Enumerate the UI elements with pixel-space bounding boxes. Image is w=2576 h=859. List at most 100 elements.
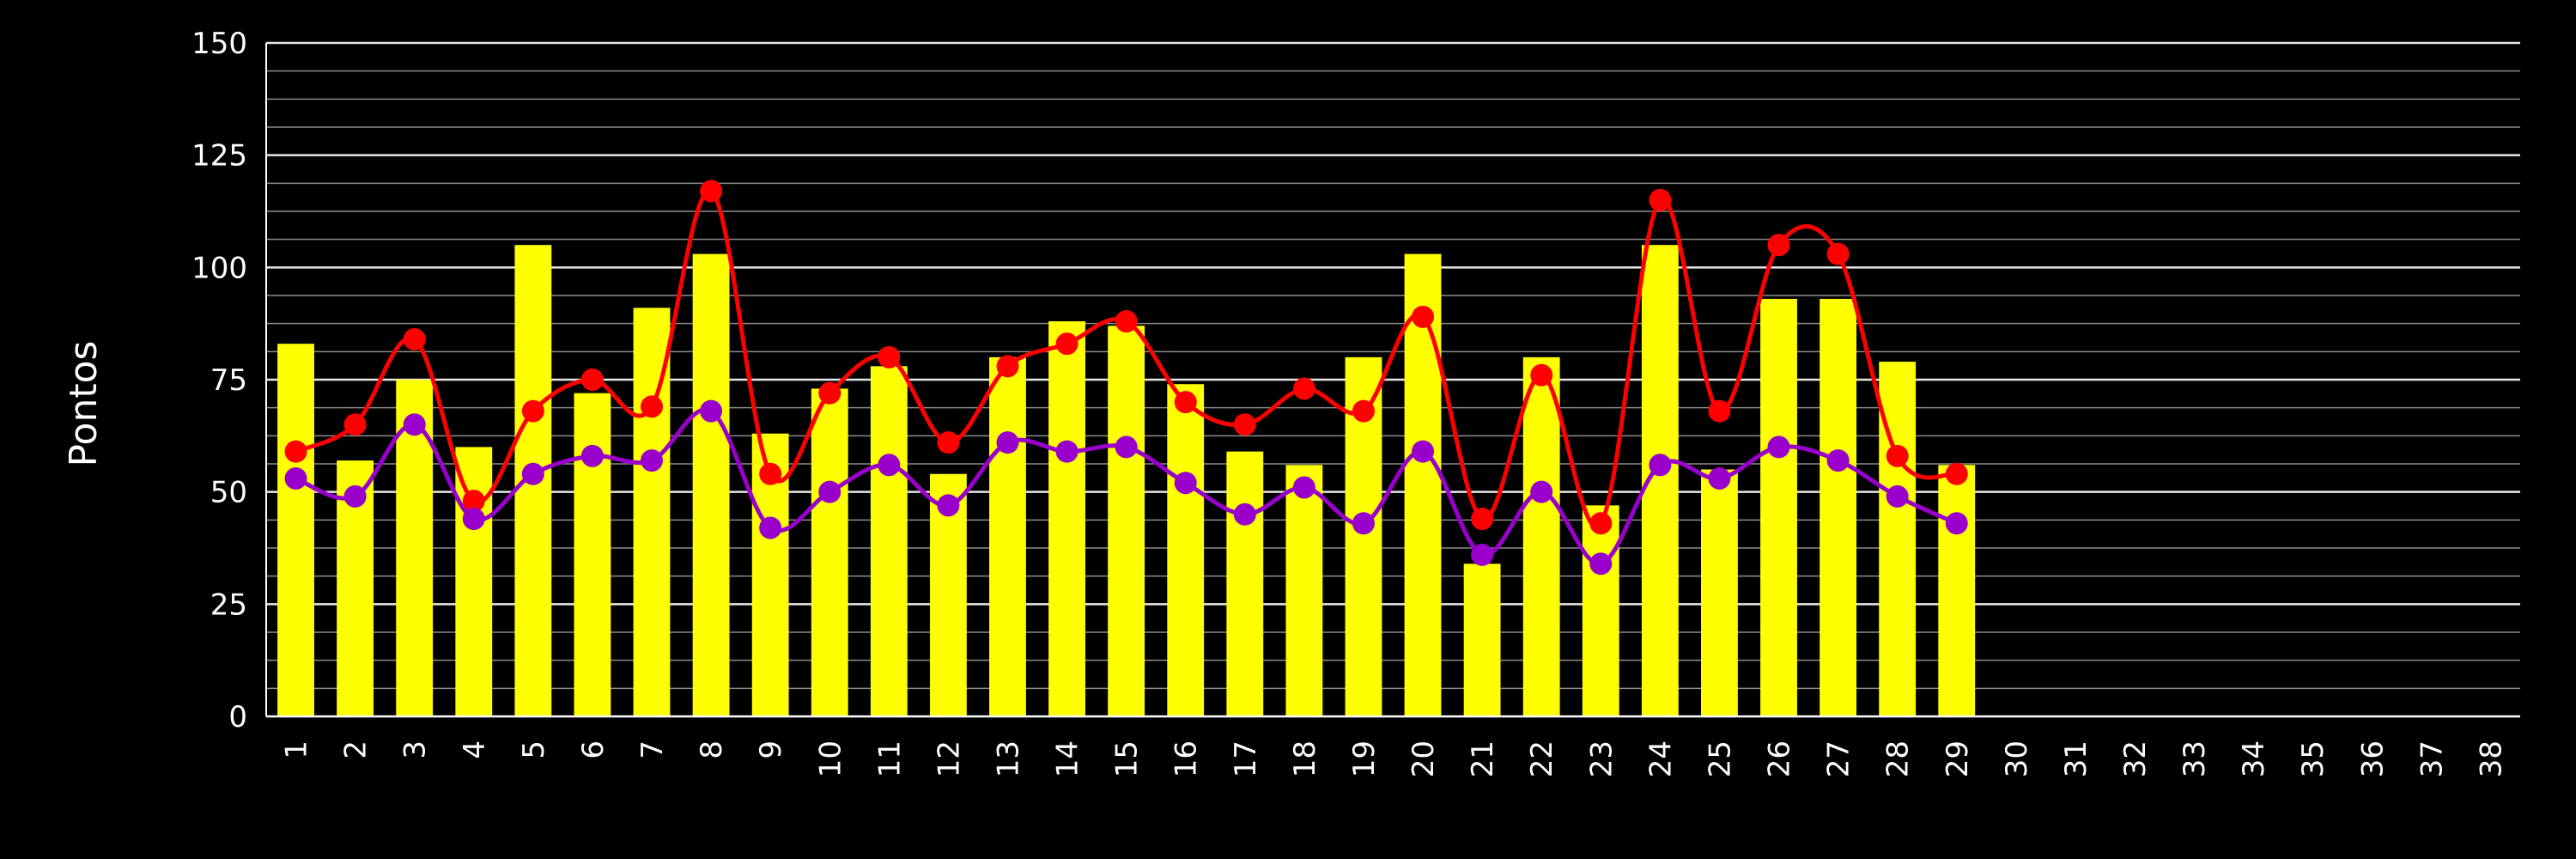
- bar: [1463, 564, 1501, 716]
- data-point: [1708, 399, 1731, 423]
- data-point: [580, 369, 604, 391]
- data-point: [462, 490, 485, 513]
- x-tick-label: 16: [1170, 740, 1204, 777]
- data-point: [641, 449, 664, 472]
- data-point: [818, 381, 841, 405]
- data-point: [1530, 480, 1553, 503]
- y-tick-label: 25: [210, 588, 247, 622]
- data-point: [1767, 436, 1790, 459]
- data-point: [878, 345, 901, 369]
- data-point: [1412, 440, 1435, 463]
- y-tick-label: 100: [191, 251, 247, 285]
- data-point: [1352, 512, 1375, 535]
- x-tick-label: 34: [2237, 740, 2271, 777]
- data-point: [403, 327, 426, 350]
- data-point: [1352, 399, 1375, 423]
- data-point: [1945, 512, 1968, 535]
- bar: [692, 253, 730, 716]
- bar-series: [277, 245, 1976, 716]
- x-tick-label: 13: [991, 740, 1025, 777]
- x-tick-label: 30: [2000, 740, 2034, 777]
- x-tick-label: 5: [517, 740, 551, 759]
- data-point: [1945, 462, 1968, 485]
- x-tick-label: 14: [1051, 740, 1085, 777]
- data-point: [1649, 188, 1672, 211]
- data-point: [996, 355, 1019, 378]
- data-point: [641, 395, 664, 418]
- data-point: [1055, 332, 1078, 356]
- data-point: [878, 454, 901, 477]
- bar: [1938, 465, 1976, 716]
- x-tick-label: 8: [695, 740, 729, 759]
- data-point: [1115, 310, 1138, 333]
- x-tick-label: 10: [813, 740, 848, 777]
- x-tick-label: 31: [2059, 740, 2093, 777]
- bar: [1404, 253, 1442, 716]
- data-point: [284, 440, 307, 463]
- x-tick-label: 4: [458, 740, 492, 759]
- data-point: [284, 466, 307, 490]
- x-tick-label: 26: [1763, 740, 1797, 777]
- bar: [1285, 465, 1323, 716]
- bar: [574, 393, 611, 716]
- bar: [1048, 321, 1085, 716]
- bar: [1582, 505, 1619, 716]
- x-tick-label: 27: [1822, 740, 1856, 777]
- data-point: [937, 494, 960, 517]
- data-point: [343, 413, 367, 436]
- x-tick-label: 33: [2178, 740, 2212, 777]
- x-tick-label: 37: [2415, 740, 2449, 777]
- data-point: [1826, 449, 1850, 472]
- x-tick-label: 3: [398, 740, 433, 759]
- data-point: [1530, 363, 1553, 387]
- x-tick-label: 12: [932, 740, 966, 777]
- data-point: [1649, 454, 1672, 477]
- x-tick-label: 7: [635, 740, 670, 759]
- x-tick-label: 25: [1703, 740, 1737, 777]
- data-point: [1174, 391, 1197, 414]
- x-tick-label: 17: [1229, 740, 1263, 777]
- bar: [1167, 384, 1205, 716]
- x-tick-label: 9: [754, 740, 788, 759]
- data-point: [1115, 436, 1138, 459]
- x-tick-label: 22: [1525, 740, 1559, 777]
- data-point: [580, 444, 604, 467]
- x-tick-label: 29: [1941, 740, 1975, 777]
- y-tick-label: 75: [210, 363, 247, 398]
- x-tick-label: 32: [2118, 740, 2153, 777]
- data-point: [700, 399, 723, 423]
- x-tick-label: 11: [872, 740, 907, 777]
- x-tick-label: 20: [1406, 740, 1441, 777]
- data-point: [1886, 484, 1909, 508]
- data-point: [759, 516, 782, 539]
- x-tick-label: 19: [1347, 740, 1382, 777]
- data-point: [1174, 472, 1197, 495]
- bar: [1760, 298, 1797, 716]
- data-point: [1826, 242, 1850, 265]
- bar: [1701, 469, 1738, 716]
- bar: [811, 388, 848, 716]
- y-tick-label: 125: [191, 139, 247, 174]
- x-tick-label: 1: [280, 740, 314, 759]
- data-point: [1886, 444, 1909, 467]
- data-point: [521, 399, 544, 423]
- data-point: [1767, 234, 1790, 257]
- x-tick-label: 35: [2296, 740, 2330, 777]
- data-point: [937, 431, 960, 454]
- bar: [1820, 298, 1857, 716]
- x-tick-label: 38: [2474, 740, 2508, 777]
- data-point: [1292, 377, 1315, 400]
- data-point: [700, 180, 723, 203]
- bar: [1226, 451, 1264, 716]
- bar: [870, 366, 908, 716]
- x-tick-label: 6: [576, 740, 611, 759]
- x-tick-label: 24: [1643, 740, 1678, 777]
- data-point: [521, 462, 544, 485]
- data-point: [759, 462, 782, 485]
- x-tick-label: 28: [1881, 740, 1916, 777]
- data-point: [818, 480, 841, 503]
- data-point: [1471, 508, 1494, 531]
- x-tick-label: 36: [2355, 740, 2390, 777]
